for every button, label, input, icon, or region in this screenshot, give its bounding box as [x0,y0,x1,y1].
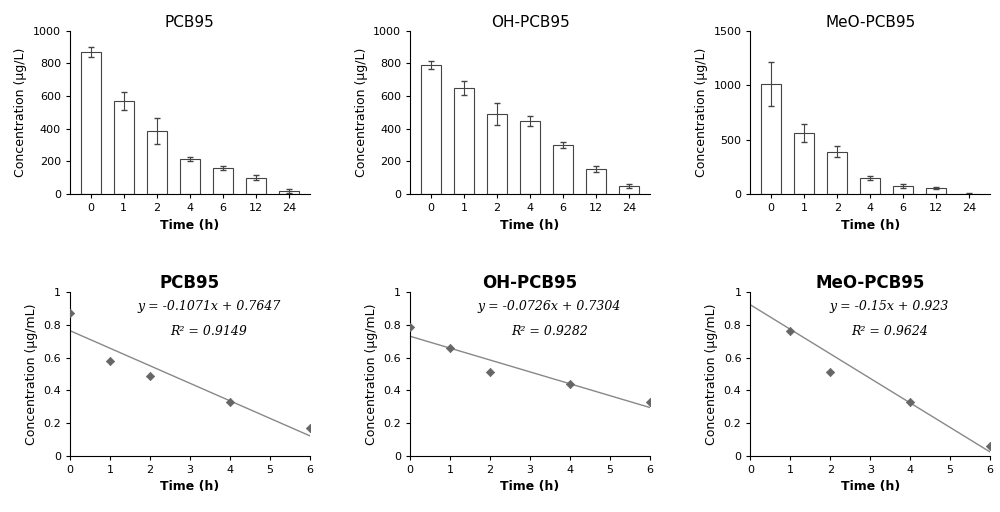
Bar [246,178,266,194]
Y-axis label: Concentration (μg/mL): Concentration (μg/mL) [25,303,38,445]
Bar [114,101,134,194]
Title: MeO-PCB95: MeO-PCB95 [825,14,915,30]
Point [902,398,918,406]
X-axis label: Time (h): Time (h) [841,219,900,232]
Point [142,372,158,380]
Point [222,398,238,406]
Bar [487,114,507,194]
Y-axis label: Concentration (μg/L): Concentration (μg/L) [14,48,27,177]
Bar [619,186,639,194]
Y-axis label: Concentration (μg/mL): Concentration (μg/mL) [365,303,378,445]
Y-axis label: Concentration (μg/L): Concentration (μg/L) [355,48,368,177]
Bar [893,186,913,194]
Bar [213,168,233,194]
Text: y = -0.1071x + 0.7647: y = -0.1071x + 0.7647 [137,301,281,313]
Bar [279,191,299,194]
Bar [180,159,200,194]
X-axis label: Time (h): Time (h) [500,480,560,493]
Point [482,368,498,376]
Title: PCB95: PCB95 [165,14,215,30]
Point [782,327,798,335]
Bar [81,52,101,194]
Bar [794,133,814,194]
Bar [454,88,474,194]
Title: MeO-PCB95: MeO-PCB95 [816,274,925,292]
Bar [586,169,606,194]
Point [562,380,578,388]
Text: R² = 0.9624: R² = 0.9624 [851,325,928,338]
Title: PCB95: PCB95 [160,274,220,292]
Text: R² = 0.9282: R² = 0.9282 [511,325,588,338]
Point [822,368,838,376]
Bar [860,178,880,194]
Bar [553,145,573,194]
Text: y = -0.0726x + 0.7304: y = -0.0726x + 0.7304 [477,301,621,313]
Bar [147,131,167,194]
X-axis label: Time (h): Time (h) [160,480,219,493]
Text: R² = 0.9149: R² = 0.9149 [171,325,247,338]
Bar [761,84,781,194]
Title: OH-PCB95: OH-PCB95 [482,274,578,292]
Point [62,309,78,317]
Y-axis label: Concentration (μg/mL): Concentration (μg/mL) [705,303,718,445]
Title: OH-PCB95: OH-PCB95 [491,14,569,30]
Bar [421,65,441,194]
X-axis label: Time (h): Time (h) [500,219,560,232]
Point [442,344,458,352]
Point [302,424,318,432]
Point [982,442,998,450]
Bar [827,152,847,194]
Point [402,323,418,331]
Bar [926,187,946,194]
X-axis label: Time (h): Time (h) [841,480,900,493]
X-axis label: Time (h): Time (h) [160,219,219,232]
Point [102,357,118,365]
Point [642,398,658,406]
Text: y = -0.15x + 0.923: y = -0.15x + 0.923 [830,301,949,313]
Bar [520,121,540,194]
Y-axis label: Concentration (μg/L): Concentration (μg/L) [695,48,708,177]
